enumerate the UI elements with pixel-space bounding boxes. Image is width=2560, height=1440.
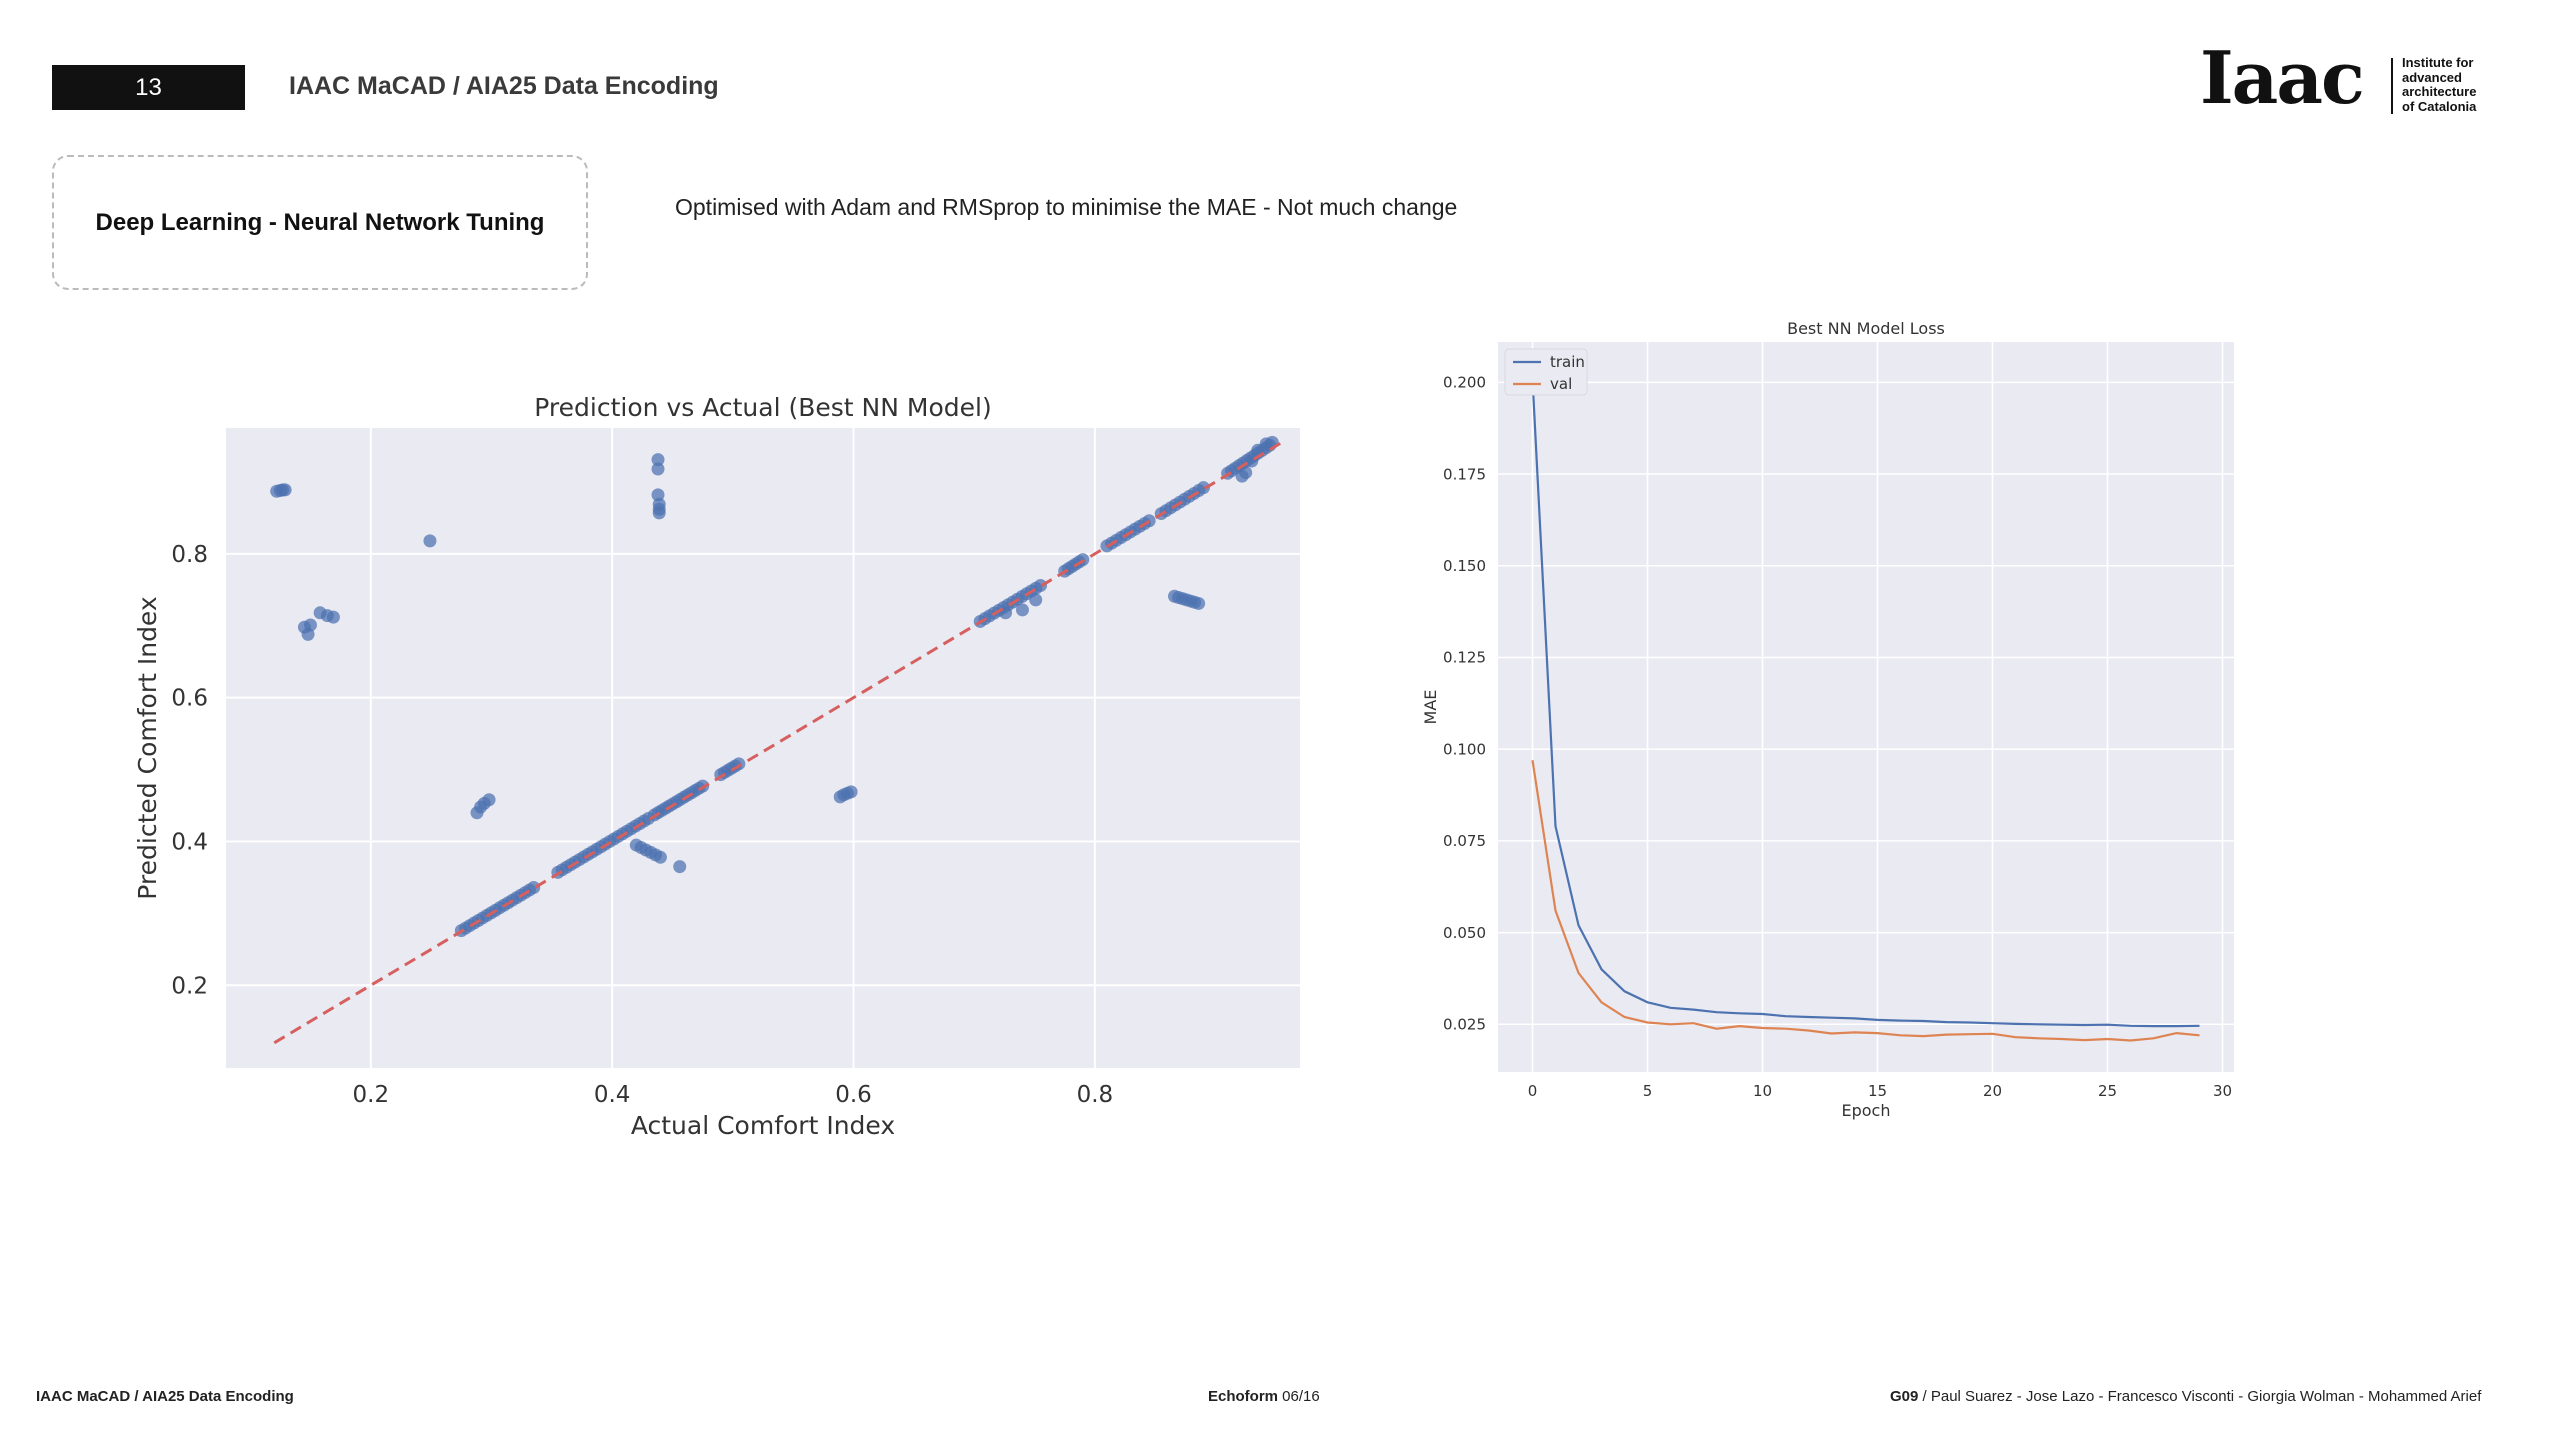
header-title: IAAC MaCAD / AIA25 Data Encoding — [289, 72, 719, 100]
reference-line — [273, 441, 1283, 1045]
y-tick-label: 0.200 — [1443, 374, 1486, 392]
y-tick-label: 0.2 — [171, 973, 208, 999]
footer-page-count: 06/16 — [1278, 1388, 1320, 1405]
scatter-point — [482, 793, 496, 807]
y-tick-label: 0.8 — [171, 542, 208, 568]
scatter-point — [1192, 596, 1206, 610]
footer-project-name: Echoform — [1208, 1388, 1279, 1405]
scatter-point — [303, 618, 317, 632]
chart-title: Prediction vs Actual (Best NN Model) — [534, 393, 991, 422]
logo-wordmark: Iaac — [2200, 35, 2365, 120]
scatter-point — [651, 462, 665, 476]
logo-caption-line: architecture — [2402, 84, 2477, 99]
series-line-train — [1531, 378, 2200, 1028]
x-tick-label: 0.6 — [835, 1082, 872, 1108]
x-tick-label: 0 — [1528, 1082, 1538, 1100]
series-line-val — [1531, 760, 2200, 1042]
scatter-point — [651, 453, 665, 467]
scatter-point — [1196, 481, 1210, 495]
logo-caption-line: advanced — [2402, 69, 2462, 85]
x-axis-label: Actual Comfort Index — [631, 1111, 895, 1140]
footer-course-label: IAAC MaCAD / AIA25 Data Encoding — [36, 1388, 294, 1405]
y-tick-label: 0.4 — [171, 830, 208, 856]
x-tick-label: 0.2 — [353, 1082, 390, 1108]
scatter-point — [844, 785, 858, 799]
logo-caption-line: Institute for — [2402, 55, 2474, 70]
legend-label-val: val — [1550, 375, 1572, 393]
scatter-points-layer — [270, 435, 1283, 1045]
page-number: 13 — [135, 73, 162, 101]
chart-title: Best NN Model Loss — [1787, 319, 1945, 338]
scatter-point — [673, 860, 687, 874]
scatter-point — [652, 506, 666, 520]
iaac-logo: Iaac Institute for advanced architecture… — [2200, 42, 2500, 122]
logo-caption-line: of Catalonia — [2402, 98, 2477, 114]
scatter-point — [423, 534, 437, 548]
y-tick-label: 0.150 — [1443, 557, 1486, 575]
section-title-box: Deep Learning - Neural Network Tuning — [52, 155, 588, 290]
x-tick-label: 15 — [1868, 1082, 1887, 1100]
x-tick-label: 25 — [2098, 1082, 2117, 1100]
x-tick-label: 0.4 — [594, 1082, 631, 1108]
line-chart-model-loss: 0 5 10 15 20 25 30 0.025 0.050 0.075 0.100 0.125 0.1… — [1421, 319, 2234, 1120]
x-tick-label: 20 — [1983, 1082, 2002, 1100]
y-tick-label: 0.6 — [171, 686, 208, 712]
y-tick-label: 0.125 — [1443, 649, 1486, 667]
x-tick-label: 10 — [1753, 1082, 1772, 1100]
scatter-point — [527, 881, 541, 895]
legend: train val — [1504, 348, 1588, 396]
scatter-point — [653, 850, 667, 864]
scatter-point — [1029, 593, 1043, 607]
logo-divider — [2391, 58, 2393, 114]
section-title: Deep Learning - Neural Network Tuning — [95, 208, 545, 236]
y-axis-label: Predicted Comfort Index — [133, 596, 162, 899]
legend-label-train: train — [1550, 353, 1585, 371]
y-tick-label: 0.100 — [1443, 740, 1486, 758]
x-axis-label: Epoch — [1842, 1101, 1891, 1120]
y-tick-label: 0.025 — [1443, 1016, 1486, 1034]
x-tick-label: 30 — [2213, 1082, 2232, 1100]
footer-authors: G09 / Paul Suarez - Jose Lazo - Francesc… — [1890, 1388, 2481, 1405]
x-tick-label: 0.8 — [1077, 1082, 1114, 1108]
slide-subtitle: Optimised with Adam and RMSprop to minim… — [675, 194, 1458, 220]
y-tick-label: 0.075 — [1443, 832, 1486, 850]
x-tick-label: 5 — [1643, 1082, 1653, 1100]
footer-group-id: G09 — [1890, 1388, 1919, 1405]
scatter-point — [326, 610, 340, 624]
scatter-point — [1034, 578, 1048, 592]
y-tick-label: 0.175 — [1443, 465, 1486, 483]
scatter-chart-prediction-vs-actual: 0.2 0.4 0.6 0.8 0.2 0.4 0.6 0.8 Prediction vs Ac… — [133, 393, 1300, 1140]
y-tick-label: 0.050 — [1443, 924, 1486, 942]
scatter-point — [1239, 466, 1253, 480]
y-axis-label: MAE — [1421, 690, 1440, 725]
footer-project-label: Echoform 06/16 — [1208, 1388, 1320, 1405]
footer-author-names: / Paul Suarez - Jose Lazo - Francesco Vi… — [1918, 1388, 2482, 1405]
plot-area — [1498, 342, 2234, 1072]
scatter-point — [1015, 603, 1029, 617]
scatter-point — [278, 483, 292, 497]
page-number-badge: 13 — [52, 65, 245, 110]
logo-caption: Institute for advanced architecture of C… — [2402, 55, 2477, 114]
